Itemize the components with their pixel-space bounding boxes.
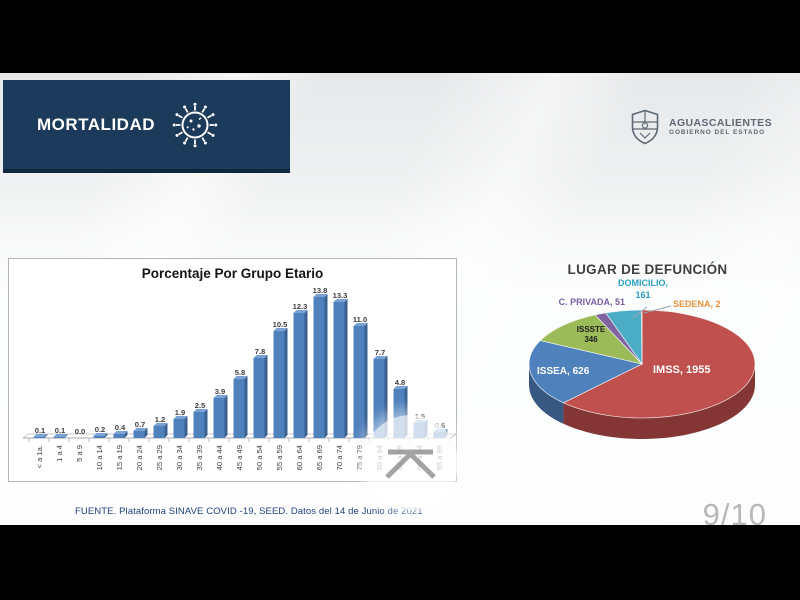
svg-text:1.2: 1.2 [155,415,166,424]
capture-overlay-button[interactable] [363,415,458,510]
svg-text:65 a 69: 65 a 69 [315,445,324,470]
source-note: FUENTE. Plataforma SINAVE COVID -19, SEE… [75,506,423,517]
svg-text:11.0: 11.0 [353,315,367,324]
svg-text:55 a 59: 55 a 59 [275,445,284,470]
svg-text:70 a 74: 70 a 74 [335,445,344,470]
svg-text:12.3: 12.3 [293,302,308,311]
minimize-icon [385,449,436,479]
svg-text:13.3: 13.3 [333,291,348,300]
svg-text:7.7: 7.7 [375,348,386,357]
pie-label-c-privada: C. PRIVADA, 51 [558,297,625,307]
svg-text:60 a 64: 60 a 64 [295,445,304,470]
logo-subtitle: GOBIERNO DEL ESTADO [668,129,766,137]
page-title: MORTALIDAD [37,114,155,134]
bar-chart: 0.1 < a 1a. 0.1 1 a 4 0.0 5 a 9 0.2 10 a 14 0.4 1… [22,286,456,470]
pie-chart [528,305,756,439]
svg-text:35 a 39: 35 a 39 [195,445,204,470]
svg-text:30 a 34: 30 a 34 [175,445,184,470]
svg-text:10 a 14: 10 a 14 [95,445,104,470]
svg-text:75 a 79: 75 a 79 [355,445,364,470]
svg-text:< a 1a.: < a 1a. [35,445,44,468]
svg-text:45 a 49: 45 a 49 [235,445,244,470]
svg-text:13.8: 13.8 [313,286,328,295]
pie-label-issste: ISSSTE 346 [576,325,606,344]
svg-text:50 a 54: 50 a 54 [255,445,264,470]
slide: MORTALIDAD AGUASCALIENTES [0,73,800,525]
svg-text:15 a 19: 15 a 19 [115,445,124,470]
svg-text:5.8: 5.8 [235,368,246,377]
svg-text:0.0: 0.0 [75,427,86,436]
coat-of-arms-icon [631,109,659,145]
svg-text:10.5: 10.5 [273,320,289,329]
svg-text:1 a 4: 1 a 4 [55,445,64,462]
svg-text:40 a 44: 40 a 44 [215,445,224,470]
pie-label-issea: ISSEA, 626 [537,366,590,377]
svg-text:20 a 24: 20 a 24 [135,445,144,470]
pie-chart-title: LUGAR DE DEFUNCIÓN [567,262,728,277]
pie-label-sedena: SEDENA, 2 [673,299,721,309]
logo-name: AGUASCALIENTES [668,117,772,130]
pie-chart-panel: LUGAR DE DEFUNCIÓN IMSS, 1955 ISSEA, 626 I… [495,258,800,490]
svg-text:1.9: 1.9 [175,408,186,417]
bar-chart-title: Porcentaje Por Grupo Etario [141,266,324,281]
svg-text:2.5: 2.5 [195,401,206,410]
svg-text:0.4: 0.4 [115,423,126,432]
page-number: 9/10 [702,497,767,525]
svg-text:7.8: 7.8 [255,347,266,356]
svg-text:0.1: 0.1 [55,426,66,435]
pie-label-domicilio: DOMICILIO, 161 [618,278,668,300]
svg-text:0.7: 0.7 [135,420,146,429]
pie-label-imss: IMSS, 1955 [653,364,711,376]
svg-text:5 a 9: 5 a 9 [75,445,84,462]
svg-text:0.2: 0.2 [95,425,106,434]
header-banner: MORTALIDAD [3,80,290,173]
state-logo: AGUASCALIENTES GOBIERNO DEL ESTADO [630,109,772,145]
svg-text:4.8: 4.8 [395,378,406,387]
virus-icon [172,102,218,147]
svg-text:3.9: 3.9 [215,387,226,396]
svg-text:0.1: 0.1 [35,426,46,435]
svg-text:25 a 29: 25 a 29 [155,445,164,470]
